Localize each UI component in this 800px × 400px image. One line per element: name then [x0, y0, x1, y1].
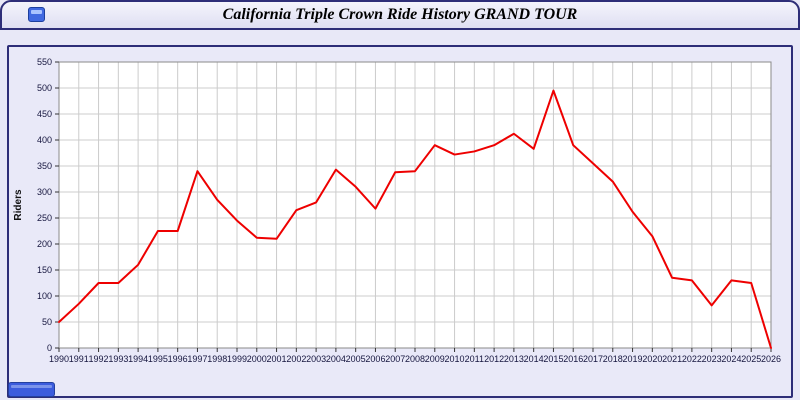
svg-text:2026: 2026: [761, 354, 781, 364]
svg-text:2008: 2008: [405, 354, 425, 364]
svg-text:2006: 2006: [365, 354, 385, 364]
svg-text:2023: 2023: [702, 354, 722, 364]
svg-text:2014: 2014: [524, 354, 544, 364]
svg-text:150: 150: [37, 265, 52, 275]
svg-text:500: 500: [37, 83, 52, 93]
svg-text:2020: 2020: [642, 354, 662, 364]
svg-text:1993: 1993: [108, 354, 128, 364]
title-bar: California Triple Crown Ride History GRA…: [0, 0, 800, 30]
svg-text:1999: 1999: [227, 354, 247, 364]
svg-text:Riders: Riders: [13, 189, 24, 221]
window-icon: [28, 7, 45, 22]
svg-text:2007: 2007: [385, 354, 405, 364]
svg-text:2015: 2015: [543, 354, 563, 364]
svg-text:2003: 2003: [306, 354, 326, 364]
svg-text:2018: 2018: [603, 354, 623, 364]
svg-text:1990: 1990: [49, 354, 69, 364]
page-title: California Triple Crown Ride History GRA…: [222, 6, 578, 23]
svg-text:2016: 2016: [563, 354, 583, 364]
svg-text:2021: 2021: [662, 354, 682, 364]
bottom-left-button[interactable]: [8, 382, 55, 397]
svg-text:2012: 2012: [484, 354, 504, 364]
svg-text:2013: 2013: [504, 354, 524, 364]
svg-text:550: 550: [37, 57, 52, 67]
svg-text:2024: 2024: [721, 354, 741, 364]
svg-text:350: 350: [37, 161, 52, 171]
svg-text:2005: 2005: [346, 354, 366, 364]
svg-text:1995: 1995: [148, 354, 168, 364]
svg-text:1994: 1994: [128, 354, 148, 364]
svg-text:2025: 2025: [741, 354, 761, 364]
svg-text:1997: 1997: [187, 354, 207, 364]
svg-text:2017: 2017: [583, 354, 603, 364]
svg-text:450: 450: [37, 109, 52, 119]
svg-text:2010: 2010: [445, 354, 465, 364]
svg-text:2009: 2009: [425, 354, 445, 364]
svg-text:300: 300: [37, 187, 52, 197]
svg-text:0: 0: [47, 343, 52, 353]
svg-text:2019: 2019: [623, 354, 643, 364]
svg-text:2000: 2000: [247, 354, 267, 364]
svg-text:2002: 2002: [286, 354, 306, 364]
svg-text:2011: 2011: [465, 354, 484, 364]
svg-text:1992: 1992: [89, 354, 109, 364]
svg-text:50: 50: [42, 317, 52, 327]
svg-text:400: 400: [37, 135, 52, 145]
svg-text:1996: 1996: [168, 354, 188, 364]
svg-text:2022: 2022: [682, 354, 702, 364]
chart-panel: 0 50 100 150 200 250 300 350 400 450 500 550 1990 199…: [7, 45, 793, 398]
svg-text:2004: 2004: [326, 354, 346, 364]
svg-text:1991: 1991: [69, 354, 89, 364]
svg-text:100: 100: [37, 291, 52, 301]
svg-text:250: 250: [37, 213, 52, 223]
svg-text:1998: 1998: [207, 354, 227, 364]
svg-text:200: 200: [37, 239, 52, 249]
svg-text:2001: 2001: [267, 354, 287, 364]
